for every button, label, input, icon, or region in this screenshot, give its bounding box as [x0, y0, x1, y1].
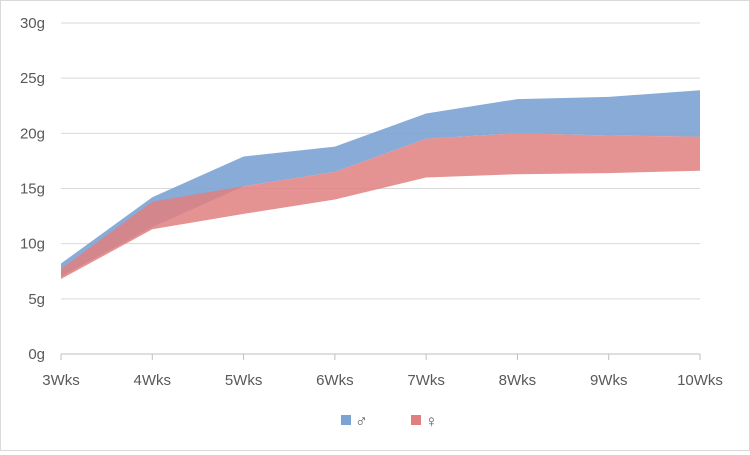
legend-male-swatch	[341, 415, 351, 425]
x-tick-label: 8Wks	[499, 372, 537, 389]
y-tick-label: 5g	[28, 291, 45, 308]
x-tick-label: 5Wks	[225, 372, 263, 389]
legend: ♂ ♀	[341, 412, 438, 431]
y-tick-label: 0g	[28, 346, 45, 363]
x-axis-tick-labels: 3Wks 4Wks 5Wks 6Wks 7Wks 8Wks 9Wks 10Wks	[42, 372, 723, 389]
x-tick-label: 10Wks	[677, 372, 723, 389]
x-tick-label: 9Wks	[590, 372, 628, 389]
y-axis-tick-labels: 0g 5g 10g 15g 20g 25g 30g	[20, 15, 45, 363]
legend-female-swatch	[411, 415, 421, 425]
x-tick-label: 6Wks	[316, 372, 354, 389]
area-band-male	[61, 90, 700, 277]
y-tick-label: 20g	[20, 125, 45, 142]
y-tick-label: 30g	[20, 15, 45, 32]
x-axis	[60, 353, 701, 360]
legend-female-label: ♀	[425, 412, 438, 431]
area-band-female	[61, 133, 700, 279]
y-tick-label: 15g	[20, 181, 45, 198]
series-areas	[61, 90, 700, 279]
x-tick-label: 7Wks	[407, 372, 445, 389]
x-tick-label: 3Wks	[42, 372, 80, 389]
y-tick-label: 10g	[20, 236, 45, 253]
legend-male-label: ♂	[355, 412, 368, 431]
y-tick-label: 25g	[20, 70, 45, 87]
x-tick-label: 4Wks	[134, 372, 172, 389]
